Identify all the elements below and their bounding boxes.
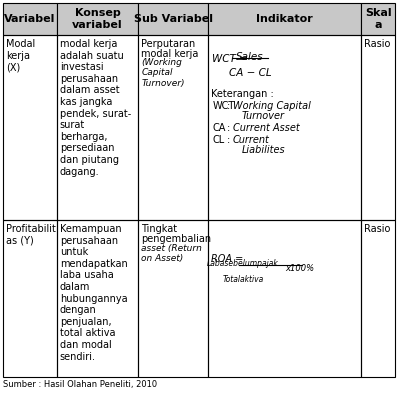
Text: :: :: [227, 101, 233, 111]
Text: Rasio: Rasio: [364, 224, 390, 234]
Text: Perputaran: Perputaran: [141, 39, 195, 49]
Bar: [3, 3, 57, 35]
Text: x100%: x100%: [285, 264, 314, 273]
Bar: [139, 35, 208, 220]
Text: CA: CA: [213, 123, 226, 133]
Bar: [57, 220, 139, 377]
Text: asset (Return
on Asset): asset (Return on Asset): [141, 244, 202, 263]
Text: modal kerja
adalah suatu
investasi
perusahaan
dalam asset
kas jangka
pendek, sur: modal kerja adalah suatu investasi perus…: [60, 39, 131, 177]
Bar: [361, 35, 395, 220]
Text: Variabel: Variabel: [4, 14, 56, 24]
Bar: [57, 35, 139, 220]
Text: Labasebelumpajak: Labasebelumpajak: [207, 259, 279, 268]
Text: Konsep
variabel: Konsep variabel: [72, 8, 123, 30]
Bar: [139, 220, 208, 377]
Text: modal kerja: modal kerja: [141, 49, 199, 59]
Bar: [361, 220, 395, 377]
Text: WCT =: WCT =: [212, 54, 248, 64]
Bar: [208, 35, 361, 220]
Bar: [3, 35, 57, 220]
Text: Tingkat: Tingkat: [141, 224, 178, 234]
Text: CL: CL: [213, 135, 225, 145]
Text: Modal
kerja
(X): Modal kerja (X): [6, 39, 35, 72]
Text: ROA =: ROA =: [211, 254, 243, 264]
Bar: [208, 220, 361, 377]
Text: Current Asset: Current Asset: [233, 123, 300, 133]
Text: Kemampuan
perusahaan
untuk
mendapatkan
laba usaha
dalam
hubungannya
dengan
penju: Kemampuan perusahaan untuk mendapatkan l…: [60, 224, 127, 362]
Text: Liabilites: Liabilites: [242, 145, 286, 155]
Text: Keterangan :: Keterangan :: [211, 89, 274, 99]
Text: Sales: Sales: [236, 52, 264, 62]
Text: Turnover: Turnover: [242, 111, 285, 121]
Text: CA − CL: CA − CL: [228, 68, 271, 78]
Text: Current: Current: [233, 135, 270, 145]
Text: :: :: [227, 135, 233, 145]
Text: :: :: [227, 123, 233, 133]
Text: WCT: WCT: [213, 101, 235, 111]
Bar: [208, 3, 361, 35]
Text: (Working
Capital
Turnover): (Working Capital Turnover): [141, 58, 185, 88]
Text: Working Capital: Working Capital: [233, 101, 311, 111]
Text: Totalaktiva: Totalaktiva: [222, 275, 263, 284]
Text: Rasio: Rasio: [364, 39, 390, 49]
Text: Sumber : Hasil Olahan Peneliti, 2010: Sumber : Hasil Olahan Peneliti, 2010: [3, 380, 157, 389]
Text: Profitabilit
as (Y): Profitabilit as (Y): [6, 224, 56, 246]
Bar: [57, 3, 139, 35]
Text: Indikator: Indikator: [256, 14, 313, 24]
Bar: [3, 220, 57, 377]
Text: Skal
a: Skal a: [365, 8, 391, 30]
Text: pengembalian: pengembalian: [141, 234, 211, 244]
Bar: [361, 3, 395, 35]
Text: Sub Variabel: Sub Variabel: [134, 14, 213, 24]
Bar: [139, 3, 208, 35]
